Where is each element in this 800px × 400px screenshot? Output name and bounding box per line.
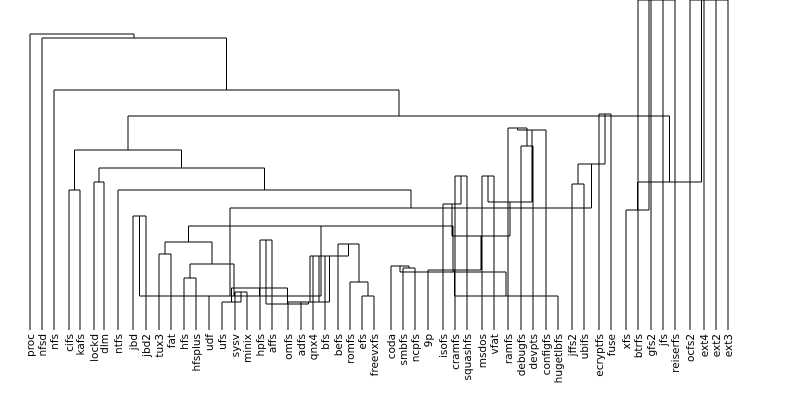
leaf-label-proc: proc: [25, 334, 37, 357]
leaf-label-fuse: fuse: [606, 334, 618, 356]
leaf-label-debugfs: debugfs: [516, 334, 528, 376]
leaf-label-isofs: isofs: [438, 334, 450, 358]
leaf-label-ext3: ext3: [723, 334, 735, 357]
leaf-label-vfat: vfat: [489, 334, 501, 354]
leaf-label-udf: udf: [204, 334, 216, 351]
leaf-label-dlm: dlm: [99, 334, 111, 354]
leaf-label-bfs: bfs: [320, 334, 332, 350]
leaf-label-tux3: tux3: [154, 334, 166, 358]
leaf-label-hfsplus: hfsplus: [191, 334, 203, 372]
leaf-label-ext2: ext2: [711, 334, 723, 357]
leaf-label-devpts: devpts: [528, 334, 540, 370]
leaf-label-hugetlbfs: hugetlbfs: [553, 334, 565, 383]
leaf-label-nfs: nfs: [49, 334, 61, 350]
leaf-label-jbd2: jbd2: [141, 334, 153, 358]
leaf-label-jffs2: jffs2: [567, 334, 579, 357]
leaf-label-qnx4: qnx4: [308, 334, 320, 361]
leaf-label-affs: affs: [267, 334, 279, 353]
leaf-label-hpfs: hpfs: [255, 334, 267, 357]
leaf-label-minix: minix: [242, 334, 254, 363]
leaf-label-9p: 9p: [423, 334, 435, 348]
leaf-label-jfs: jfs: [658, 334, 670, 347]
leaf-label-ocfs2: ocfs2: [685, 334, 697, 362]
leaf-label-lockd: lockd: [89, 334, 101, 362]
leaf-label-efs: efs: [357, 334, 369, 350]
leaf-label-omfs: omfs: [283, 334, 295, 360]
leaf-label-ramfs: ramfs: [503, 334, 515, 364]
leaf-label-kafs: kafs: [75, 334, 87, 356]
leaf-label-nfsd: nfsd: [37, 334, 49, 357]
leaf-label-befs: befs: [333, 334, 345, 356]
leaf-label-sysv: sysv: [230, 334, 242, 357]
leaf-label-ncpfs: ncpfs: [410, 334, 422, 362]
leaf-label-ext4: ext4: [699, 334, 711, 358]
leaf-label-reiserfs: reiserfs: [670, 334, 682, 373]
leaf-label-btrfs: btrfs: [633, 334, 645, 358]
leaf-label-hfs: hfs: [179, 334, 191, 350]
leaf-label-freevxfs: freevxfs: [369, 334, 381, 376]
leaf-label-cramfs: cramfs: [450, 334, 462, 370]
leaf-label-fat: fat: [166, 334, 178, 348]
leaf-label-xfs: xfs: [621, 334, 633, 349]
leaf-label-ubifs: ubifs: [579, 334, 591, 359]
leaf-label-adfs: adfs: [296, 334, 308, 356]
leaf-label-configfs: configfs: [541, 334, 553, 375]
leaf-label-ufs: ufs: [217, 334, 229, 350]
leaf-label-romfs: romfs: [345, 334, 357, 364]
leaf-label-cifs: cifs: [64, 334, 76, 352]
leaf-label-gfs2: gfs2: [646, 334, 658, 357]
leaf-label-jbd: jbd: [128, 334, 140, 351]
leaf-label-ecryptfs: ecryptfs: [594, 334, 606, 377]
leaf-label-msdos: msdos: [477, 334, 489, 368]
leaf-label-coda: coda: [386, 334, 398, 359]
leaf-label-squashfs: squashfs: [462, 334, 474, 381]
leaf-label-ntfs: ntfs: [113, 334, 125, 354]
leaf-label-smbfs: smbfs: [398, 334, 410, 366]
